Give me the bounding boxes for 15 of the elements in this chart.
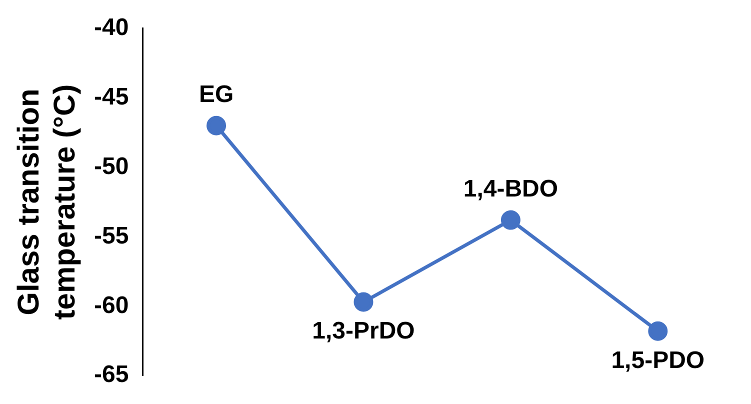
y-tick-label: -50	[94, 152, 129, 180]
annotation: 1,4-BDO	[463, 176, 558, 203]
point	[206, 116, 226, 136]
y-tick-label: -55	[94, 222, 129, 250]
y-tick-label: -65	[94, 361, 129, 388]
annotation: 1,3-PrDO	[312, 318, 415, 345]
point	[354, 292, 374, 312]
annotation: EG	[198, 81, 234, 108]
y-tick-label: -40	[94, 14, 129, 42]
point	[648, 321, 668, 341]
annotation: 1,5-PDO	[611, 346, 705, 374]
y-tick-label: -45	[94, 83, 129, 110]
point	[500, 210, 520, 230]
y-axis-title: Glass transition temperature (°C)	[12, 84, 82, 320]
y-tick-label: -60	[94, 292, 129, 319]
